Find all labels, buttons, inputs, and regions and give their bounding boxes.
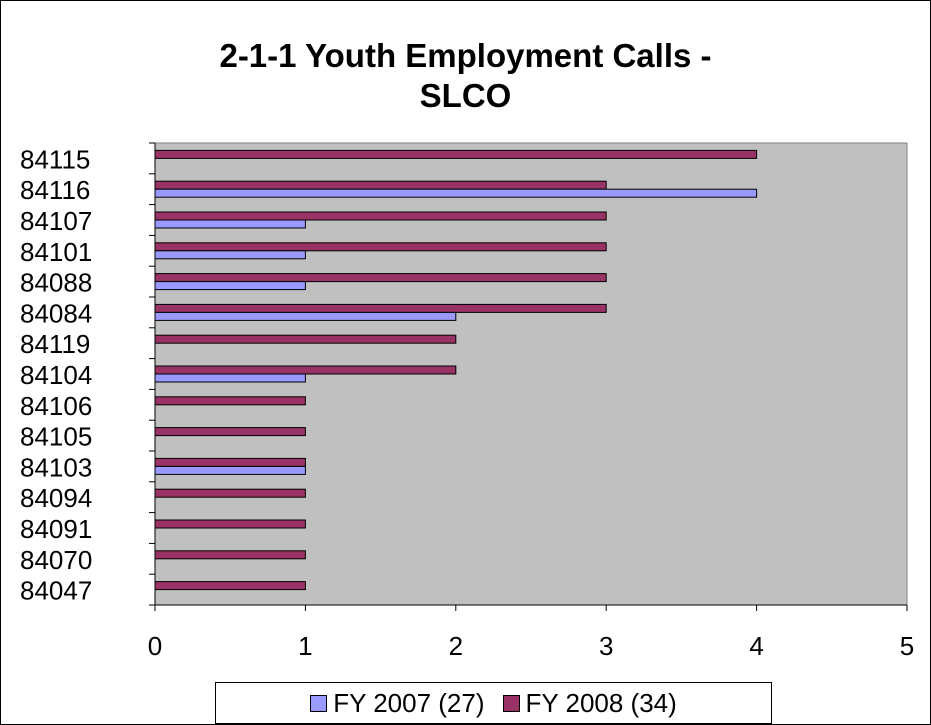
bar-fy2007-84107	[154, 219, 306, 229]
legend-swatch-fy2008	[502, 694, 520, 712]
bar-fy2008-84047	[154, 581, 306, 591]
bar-fy2008-84101	[154, 242, 607, 252]
bar-fy2007-84104	[154, 373, 306, 383]
legend-entry-fy2007: FY 2007 (27)	[310, 687, 485, 719]
y-tick-label-84107: 84107	[20, 206, 92, 236]
bar-fy2008-84106	[154, 396, 306, 406]
bar-fy2008-84084	[154, 303, 607, 313]
bar-fy2008-84070	[154, 550, 306, 560]
x-tick-label-3: 3	[599, 631, 613, 661]
y-tick-label-84104: 84104	[20, 360, 92, 390]
chart-title-line-1: 2-1-1 Youth Employment Calls -	[219, 37, 712, 74]
legend-entry-fy2008: FY 2008 (34)	[502, 687, 677, 719]
bar-fy2007-84116	[154, 188, 758, 198]
bar-fy2008-84088	[154, 273, 607, 283]
y-tick-label-84070: 84070	[20, 545, 92, 575]
bar-fy2008-84116	[154, 180, 607, 190]
bar-fy2008-84103	[154, 457, 306, 467]
x-tick-label-5: 5	[900, 631, 914, 661]
x-tick-label-2: 2	[449, 631, 463, 661]
y-tick-label-84094: 84094	[20, 483, 92, 513]
x-tick-label-1: 1	[298, 631, 312, 661]
legend-label-fy2008: FY 2008 (34)	[525, 687, 677, 718]
y-tick-label-84106: 84106	[20, 391, 92, 421]
bar-fy2008-84105	[154, 427, 306, 437]
bar-fy2007-84101	[154, 250, 306, 260]
bar-fy2008-84091	[154, 519, 306, 529]
x-tick-label-4: 4	[749, 631, 763, 661]
legend-label-fy2007: FY 2007 (27)	[333, 687, 485, 718]
y-tick-label-84084: 84084	[20, 298, 92, 328]
bar-fy2007-84103	[154, 465, 306, 475]
chart-legend: FY 2007 (27) FY 2008 (34)	[215, 682, 772, 724]
y-tick-label-84101: 84101	[20, 237, 92, 267]
bar-fy2008-84119	[154, 334, 457, 344]
y-tick-label-84088: 84088	[20, 268, 92, 298]
legend-swatch-fy2007	[310, 694, 328, 712]
bar-fy2007-84088	[154, 281, 306, 291]
x-tick-label-0: 0	[148, 631, 162, 661]
y-tick-label-84091: 84091	[20, 514, 92, 544]
y-tick-label-84115: 84115	[20, 144, 90, 174]
y-tick-label-84103: 84103	[20, 452, 92, 482]
chart-title-line-2: SLCO	[419, 77, 512, 114]
bar-fy2008-84104	[154, 365, 457, 375]
bar-fy2008-84094	[154, 488, 306, 498]
y-tick-label-84047: 84047	[20, 576, 92, 606]
bar-fy2008-84107	[154, 211, 607, 221]
y-tick-label-84119: 84119	[20, 329, 90, 359]
bar-fy2007-84084	[154, 311, 457, 321]
y-tick-label-84116: 84116	[20, 175, 90, 205]
bar-fy2008-84115	[154, 149, 758, 159]
y-tick-label-84105: 84105	[20, 422, 92, 452]
